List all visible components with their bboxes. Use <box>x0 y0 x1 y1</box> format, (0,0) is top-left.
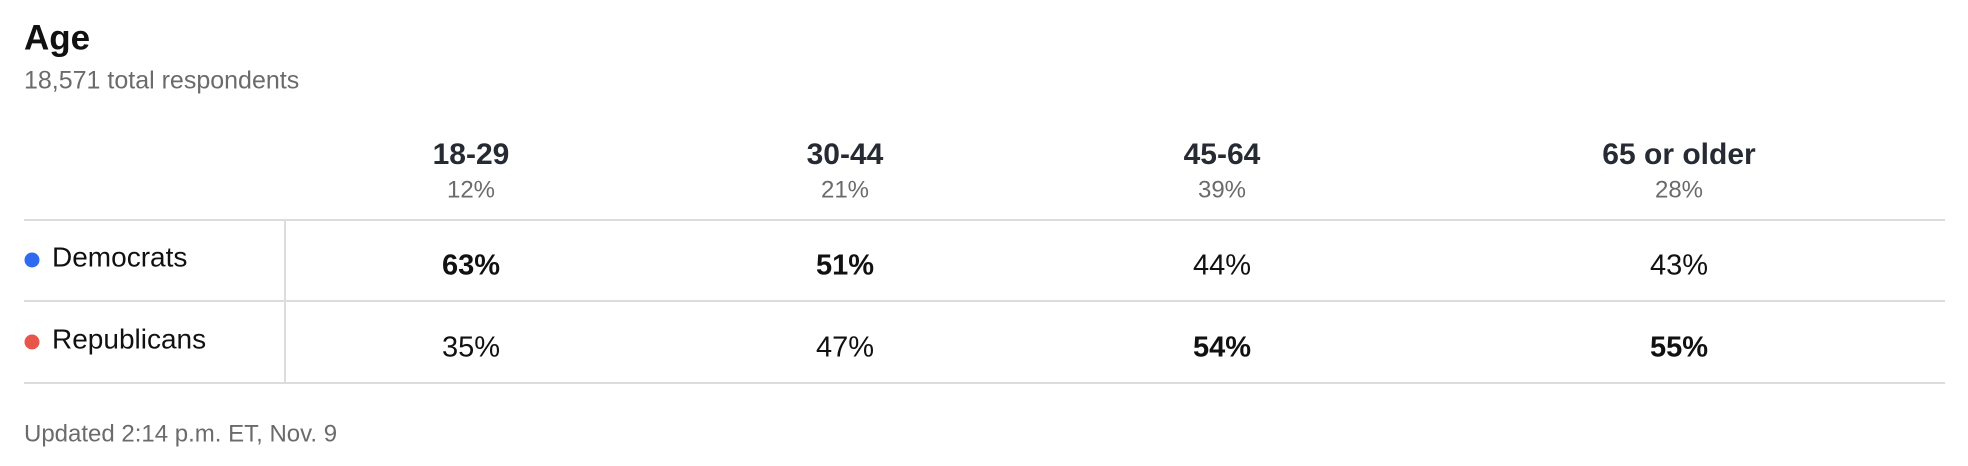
cell-value: 54% <box>1193 332 1251 364</box>
cell-value: 44% <box>1193 250 1251 282</box>
cell-value: 63% <box>442 250 500 282</box>
cell-value: 47% <box>816 332 874 364</box>
footer: Updated 2:14 p.m. ET, Nov. 9 <box>24 420 337 447</box>
row-name: Democrats <box>52 241 187 272</box>
row-name: Republicans <box>52 323 206 354</box>
cell-value: 35% <box>442 332 500 364</box>
cell-value: 43% <box>1650 250 1708 282</box>
column-label: 65 or older <box>1602 138 1756 171</box>
column-label: 45-64 <box>1184 138 1261 171</box>
column-share: 12% <box>447 176 495 203</box>
title: Age <box>24 18 90 57</box>
cell-value: 51% <box>816 250 874 282</box>
column-share: 39% <box>1198 176 1246 203</box>
party-dot <box>24 334 40 350</box>
column-label: 30-44 <box>807 138 884 171</box>
cell-value: 55% <box>1650 332 1708 364</box>
column-label: 18-29 <box>433 138 510 171</box>
column-share: 28% <box>1655 176 1703 203</box>
subtitle: 18,571 total respondents <box>24 67 299 95</box>
column-share: 21% <box>821 176 869 203</box>
party-dot <box>24 252 40 268</box>
